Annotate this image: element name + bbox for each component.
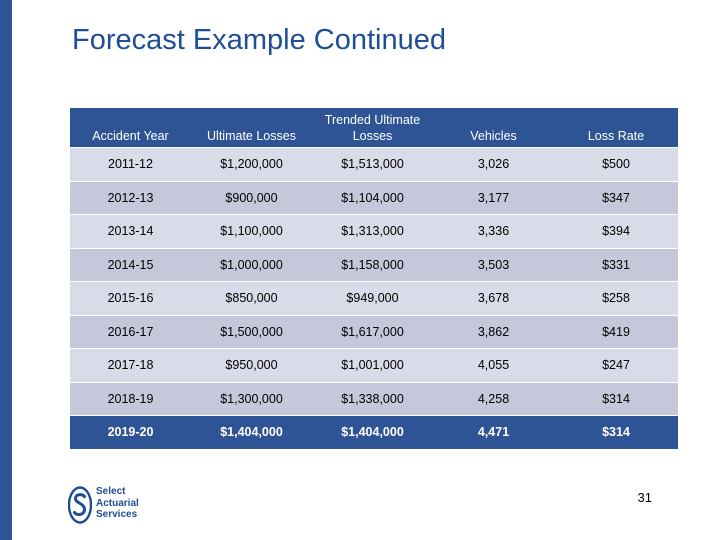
table-row: 2014-15 $1,000,000 $1,158,000 3,503 $331 <box>70 247 678 282</box>
cell-accident-year: 2011-12 <box>70 147 191 181</box>
table-row-forecast: 2019-20 $1,404,000 $1,404,000 4,471 $314 <box>70 415 678 449</box>
slide-title: Forecast Example Continued <box>72 24 446 56</box>
cell-ultimate-losses: $1,000,000 <box>191 247 312 282</box>
cell-accident-year: 2019-20 <box>70 415 191 449</box>
table-row: 2018-19 $1,300,000 $1,338,000 4,258 $314 <box>70 381 678 416</box>
cell-loss-rate: $314 <box>554 415 678 449</box>
cell-accident-year: 2015-16 <box>70 281 191 315</box>
cell-trended-losses: $1,338,000 <box>312 381 433 416</box>
table-header-row: Accident Year Ultimate Losses Trended Ul… <box>70 108 678 148</box>
cell-vehicles: 4,258 <box>433 381 554 416</box>
cell-trended-losses: $1,158,000 <box>312 247 433 282</box>
header-trended-ultimate-losses: Trended Ultimate Losses <box>312 108 433 148</box>
forecast-table: Accident Year Ultimate Losses Trended Ul… <box>70 108 678 449</box>
cell-accident-year: 2013-14 <box>70 214 191 248</box>
table-row: 2011-12 $1,200,000 $1,513,000 3,026 $500 <box>70 147 678 181</box>
table-row: 2017-18 $950,000 $1,001,000 4,055 $247 <box>70 348 678 382</box>
cell-vehicles: 3,503 <box>433 247 554 282</box>
cell-vehicles: 3,862 <box>433 314 554 349</box>
cell-loss-rate: $500 <box>554 147 678 181</box>
cell-trended-losses: $1,513,000 <box>312 147 433 181</box>
cell-ultimate-losses: $1,200,000 <box>191 147 312 181</box>
cell-loss-rate: $394 <box>554 214 678 248</box>
cell-vehicles: 3,177 <box>433 180 554 215</box>
cell-ultimate-losses: $1,500,000 <box>191 314 312 349</box>
cell-trended-losses: $1,001,000 <box>312 348 433 382</box>
page-number: 31 <box>637 490 652 505</box>
cell-loss-rate: $247 <box>554 348 678 382</box>
cell-trended-losses: $1,617,000 <box>312 314 433 349</box>
left-accent-bar <box>0 0 12 540</box>
cell-ultimate-losses: $950,000 <box>191 348 312 382</box>
header-vehicles: Vehicles <box>433 108 554 148</box>
cell-ultimate-losses: $1,404,000 <box>191 415 312 449</box>
logo-line-select: Select <box>96 486 126 497</box>
cell-ultimate-losses: $1,100,000 <box>191 214 312 248</box>
cell-loss-rate: $347 <box>554 180 678 215</box>
cell-vehicles: 4,055 <box>433 348 554 382</box>
table-row: 2015-16 $850,000 $949,000 3,678 $258 <box>70 281 678 315</box>
cell-ultimate-losses: $850,000 <box>191 281 312 315</box>
cell-accident-year: 2017-18 <box>70 348 191 382</box>
cell-ultimate-losses: $1,300,000 <box>191 381 312 416</box>
header-ultimate-losses: Ultimate Losses <box>191 108 312 148</box>
cell-accident-year: 2018-19 <box>70 381 191 416</box>
cell-trended-losses: $1,313,000 <box>312 214 433 248</box>
cell-accident-year: 2016-17 <box>70 314 191 349</box>
cell-loss-rate: $419 <box>554 314 678 349</box>
cell-loss-rate: $258 <box>554 281 678 315</box>
cell-loss-rate: $331 <box>554 247 678 282</box>
table-row: 2013-14 $1,100,000 $1,313,000 3,336 $394 <box>70 214 678 248</box>
company-logo: Select Actuarial Services <box>68 484 158 524</box>
cell-vehicles: 4,471 <box>433 415 554 449</box>
table-row: 2012-13 $900,000 $1,104,000 3,177 $347 <box>70 180 678 215</box>
cell-vehicles: 3,678 <box>433 281 554 315</box>
cell-loss-rate: $314 <box>554 381 678 416</box>
cell-accident-year: 2012-13 <box>70 180 191 215</box>
cell-trended-losses: $1,104,000 <box>312 180 433 215</box>
logo-s-icon <box>68 486 92 524</box>
logo-line-actuarial: Actuarial <box>96 497 139 509</box>
header-accident-year: Accident Year <box>70 108 191 148</box>
table-row: 2016-17 $1,500,000 $1,617,000 3,862 $419 <box>70 314 678 349</box>
cell-accident-year: 2014-15 <box>70 247 191 282</box>
header-loss-rate: Loss Rate <box>554 108 678 148</box>
cell-trended-losses: $949,000 <box>312 281 433 315</box>
logo-text: Select Actuarial Services <box>96 486 139 521</box>
cell-ultimate-losses: $900,000 <box>191 180 312 215</box>
cell-vehicles: 3,336 <box>433 214 554 248</box>
logo-line-services: Services <box>96 509 138 520</box>
cell-vehicles: 3,026 <box>433 147 554 181</box>
cell-trended-losses: $1,404,000 <box>312 415 433 449</box>
